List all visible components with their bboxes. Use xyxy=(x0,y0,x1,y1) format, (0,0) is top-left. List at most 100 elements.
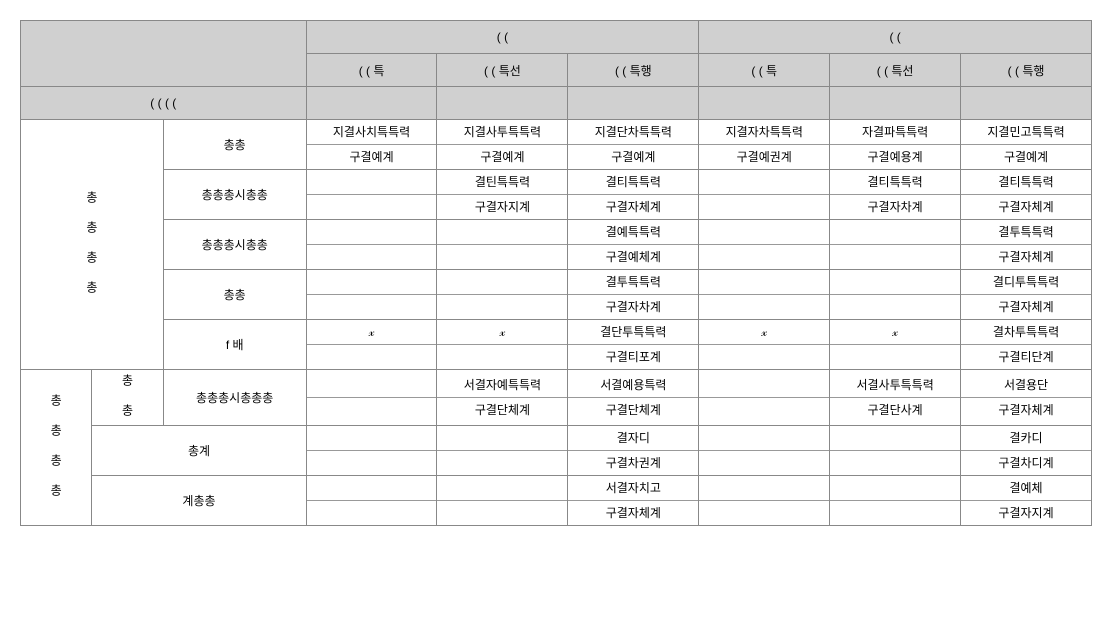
cell-bottom-value: 구결예계 xyxy=(307,145,437,169)
header-group-1: ( ( xyxy=(306,21,699,54)
cell-bottom-value: 구결차권계 xyxy=(568,451,698,475)
cell-top-value: 𝓍 xyxy=(830,320,960,345)
cell-top-value: 𝓍 xyxy=(437,320,567,345)
data-cell: 결예체구결자지계 xyxy=(961,476,1092,526)
data-cell: 지결민고특특력구결예계 xyxy=(961,120,1092,170)
cell-top-value: 결티특특력 xyxy=(568,170,698,195)
data-cell: 자결파특특력구결예용계 xyxy=(830,120,961,170)
cell-bottom-value: 구결자차계 xyxy=(830,195,960,219)
header-g1-b: ( ( 특선 xyxy=(437,54,568,87)
data-cell: 지결사투특특력구결예계 xyxy=(437,120,568,170)
empty-cell xyxy=(306,270,437,320)
empty-cell xyxy=(437,426,568,476)
cell-top-value: 결예체 xyxy=(961,476,1091,501)
data-table-container: ( ( ( ( ( ( 특 ( ( 특선 ( ( 특행 ( ( 특 ( ( 특선… xyxy=(20,20,1092,526)
data-cell: 서결자예특특력구결단체계 xyxy=(437,370,568,426)
data-cell: 지결자차특특력구결예권계 xyxy=(699,120,830,170)
section1-lead: 총 총 총 총 xyxy=(21,120,164,370)
cell-bottom-value xyxy=(699,345,829,369)
cell-top-value: 지결사투특특력 xyxy=(437,120,567,145)
table-row: 총 총 총 총총 총총총총시총총총서결자예특특력구결단체계서결예용특력구결단체계… xyxy=(21,370,1092,426)
cell-bottom-value: 구결단체계 xyxy=(437,398,567,422)
empty-cell xyxy=(699,370,830,426)
empty-cell xyxy=(306,426,437,476)
table-header: ( ( ( ( ( ( 특 ( ( 특선 ( ( 특행 ( ( 특 ( ( 특선… xyxy=(21,21,1092,120)
empty-cell xyxy=(437,220,568,270)
cell-top-value: 결차투특특력 xyxy=(961,320,1091,345)
data-cell: 결차투특특력구결티단계 xyxy=(961,320,1092,370)
empty-cell xyxy=(437,476,568,526)
cell-top-value: 결자디 xyxy=(568,426,698,451)
data-cell: 𝓍 xyxy=(830,320,961,370)
cell-top-value: 서결용단 xyxy=(961,373,1091,398)
row-label: 총계 xyxy=(92,426,306,476)
header-g1-c: ( ( 특행 xyxy=(568,54,699,87)
data-cell: 𝓍 xyxy=(437,320,568,370)
cell-top-value: 서결예용특력 xyxy=(568,373,698,398)
cell-top-value: 결투특특력 xyxy=(568,270,698,295)
cell-top-value: 서결자예특특력 xyxy=(437,373,567,398)
cell-top-value: 서결사투특특력 xyxy=(830,373,960,398)
data-cell: 𝓍 xyxy=(306,320,437,370)
header-g1-a: ( ( 특 xyxy=(306,54,437,87)
cell-bottom-value: 구결예계 xyxy=(437,145,567,169)
row-label: f 배 xyxy=(163,320,306,370)
cell-bottom-value: 구결자체계 xyxy=(568,195,698,219)
empty-cell xyxy=(830,476,961,526)
cell-bottom-value: 구결자지계 xyxy=(437,195,567,219)
cell-bottom-value xyxy=(307,345,437,369)
cell-bottom-value: 구결예권계 xyxy=(699,145,829,169)
data-cell: 결디투특특력구결자체계 xyxy=(961,270,1092,320)
cell-bottom-value: 구결티포계 xyxy=(568,345,698,369)
empty-cell xyxy=(699,170,830,220)
data-cell: 결티특특력구결자차계 xyxy=(830,170,961,220)
table-row: 계총총서결자치고구결자체계결예체구결자지계 xyxy=(21,476,1092,526)
empty-cell xyxy=(830,426,961,476)
cell-bottom-value: 구결티단계 xyxy=(961,345,1091,369)
data-cell: 서결용단구결자체계 xyxy=(961,370,1092,426)
empty-cell xyxy=(830,220,961,270)
cell-bottom-value: 구결차디계 xyxy=(961,451,1091,475)
data-cell: 결예특특력구결예체계 xyxy=(568,220,699,270)
data-cell: 결카디구결차디계 xyxy=(961,426,1092,476)
empty-cell xyxy=(699,220,830,270)
cell-bottom-value: 구결자차계 xyxy=(568,295,698,319)
header-g2-c: ( ( 특행 xyxy=(961,54,1092,87)
cell-bottom-value: 구결예용계 xyxy=(830,145,960,169)
cell-top-value: 자결파특특력 xyxy=(830,120,960,145)
data-cell: 결단투특특력구결티포계 xyxy=(568,320,699,370)
data-cell: 결틴특특력구결자지계 xyxy=(437,170,568,220)
row-label: 총총총시총총 xyxy=(163,170,306,220)
empty-cell xyxy=(306,370,437,426)
cell-top-value: 결티특특력 xyxy=(961,170,1091,195)
data-cell: 결투특특력구결자차계 xyxy=(568,270,699,320)
cell-bottom-value: 구결자지계 xyxy=(961,501,1091,525)
data-cell: 서결사투특특력구결단사계 xyxy=(830,370,961,426)
empty-cell xyxy=(306,220,437,270)
cell-top-value: 결예특특력 xyxy=(568,220,698,245)
data-cell: 서결자치고구결자체계 xyxy=(568,476,699,526)
cell-top-value: 결틴특특력 xyxy=(437,170,567,195)
cell-top-value: 결투특특력 xyxy=(961,220,1091,245)
header-group-2: ( ( xyxy=(699,21,1092,54)
cell-bottom-value: 구결예체계 xyxy=(568,245,698,269)
empty-cell xyxy=(699,270,830,320)
table-row: 총총 결투특특력구결자차계 결디투특특력구결자체계 xyxy=(21,270,1092,320)
row-label: 총총 xyxy=(163,270,306,320)
data-cell: 지결단차특특력구결예계 xyxy=(568,120,699,170)
cell-top-value: 𝓍 xyxy=(699,320,829,345)
cell-top-value: 지결민고특특력 xyxy=(961,120,1091,145)
cell-bottom-value: 구결자체계 xyxy=(961,398,1091,422)
cell-top-value: 지결자차특특력 xyxy=(699,120,829,145)
table-row: f 배𝓍𝓍결단투특특력구결티포계𝓍𝓍결차투특특력구결티단계 xyxy=(21,320,1092,370)
cell-bottom-value: 구결자체계 xyxy=(961,295,1091,319)
cell-top-value: 𝓍 xyxy=(307,320,437,345)
table-row: 총총총시총총결예특특력구결예체계결투특특력구결자체계 xyxy=(21,220,1092,270)
cell-top-value: 결티특특력 xyxy=(830,170,960,195)
data-cell: 서결예용특력구결단체계 xyxy=(568,370,699,426)
cell-top-value: 결디투특특력 xyxy=(961,270,1091,295)
cell-top-value: 지결단차특특력 xyxy=(568,120,698,145)
cell-top-value: 지결사치특특력 xyxy=(307,120,437,145)
data-cell: 𝓍 xyxy=(699,320,830,370)
row-label: 총총총시총총총 xyxy=(163,370,306,426)
